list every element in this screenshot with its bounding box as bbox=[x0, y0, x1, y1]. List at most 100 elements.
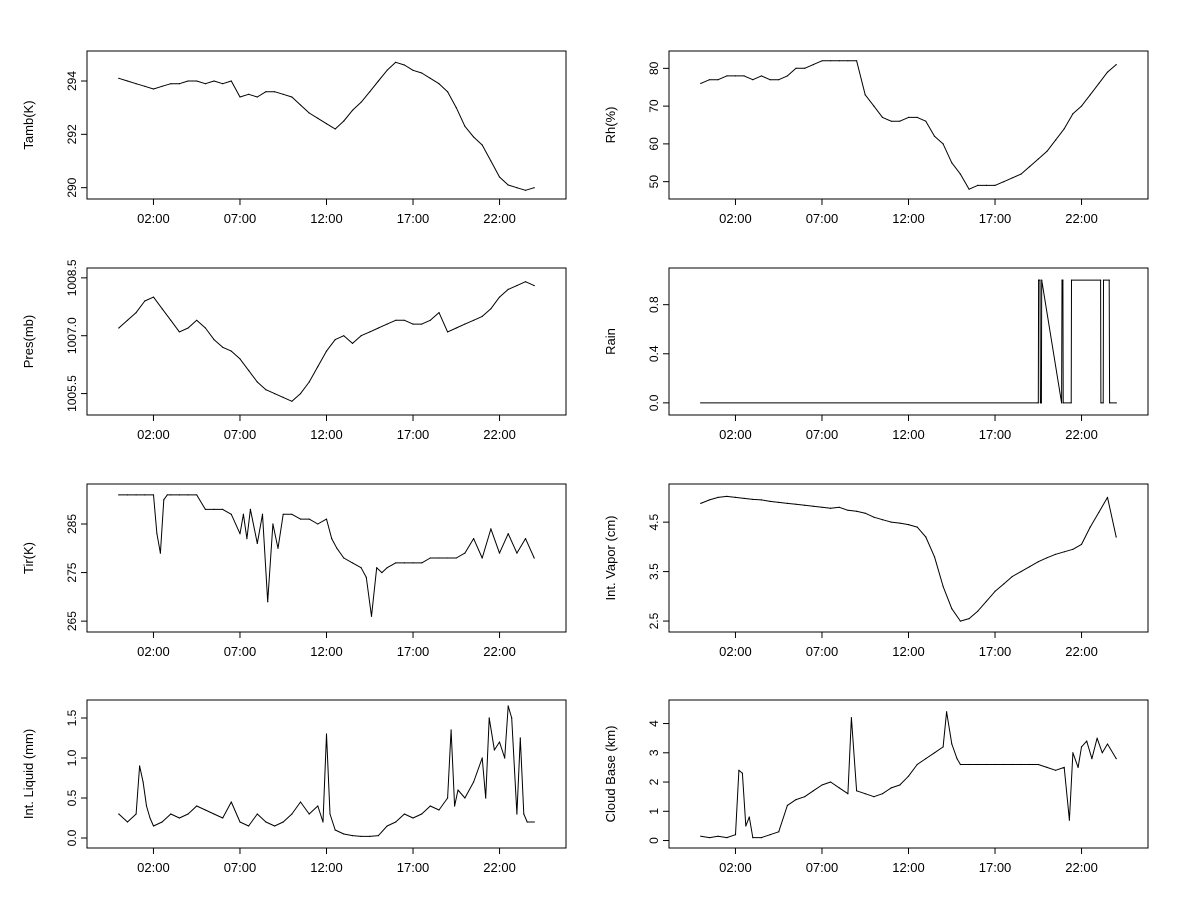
data-point bbox=[239, 358, 241, 360]
data-point bbox=[925, 758, 927, 760]
y-axis-label: Cloud Base (km) bbox=[603, 726, 618, 823]
data-point bbox=[118, 494, 120, 496]
data-point bbox=[334, 128, 336, 130]
data-point bbox=[351, 562, 354, 564]
data-point bbox=[847, 60, 849, 62]
data-point bbox=[700, 502, 702, 504]
data-point bbox=[526, 821, 528, 823]
y-tick-label: 285 bbox=[65, 514, 79, 534]
data-point bbox=[308, 381, 310, 383]
data-point bbox=[717, 496, 719, 498]
data-point bbox=[239, 96, 241, 98]
data-point bbox=[1020, 173, 1022, 175]
data-point bbox=[795, 799, 797, 801]
data-point bbox=[386, 323, 388, 325]
data-point bbox=[907, 775, 910, 777]
x-tick-label: 07:00 bbox=[224, 427, 257, 442]
data-point bbox=[504, 757, 506, 759]
x-tick-label: 12:00 bbox=[892, 211, 925, 226]
data-point bbox=[743, 497, 745, 499]
data-point bbox=[708, 499, 711, 501]
data-point bbox=[370, 615, 373, 617]
data-point bbox=[230, 80, 232, 82]
x-tick-label: 12:00 bbox=[892, 427, 925, 442]
data-point bbox=[734, 834, 737, 836]
data-point bbox=[204, 809, 206, 811]
data-point bbox=[760, 499, 763, 501]
data-point bbox=[1063, 128, 1065, 130]
plot-frame bbox=[86, 699, 567, 849]
data-point bbox=[299, 393, 302, 395]
x-tick-label: 07:00 bbox=[224, 211, 257, 226]
data-point bbox=[156, 533, 158, 535]
data-point bbox=[248, 93, 250, 95]
data-point bbox=[343, 833, 345, 835]
y-tick-label: 70 bbox=[647, 99, 661, 113]
x-tick-label: 02:00 bbox=[137, 427, 170, 442]
data-point bbox=[144, 494, 146, 496]
x-tick-label: 12:00 bbox=[310, 860, 343, 875]
data-point bbox=[395, 61, 397, 63]
data-point bbox=[230, 801, 232, 803]
x-tick-label: 17:00 bbox=[979, 860, 1012, 875]
data-point bbox=[752, 498, 754, 500]
data-point bbox=[256, 542, 258, 545]
data-point bbox=[351, 109, 354, 111]
data-point bbox=[429, 77, 431, 79]
x-tick-label: 02:00 bbox=[719, 644, 752, 659]
data-point bbox=[447, 797, 449, 799]
data-point bbox=[1041, 279, 1043, 281]
data-point bbox=[455, 327, 457, 329]
data-point bbox=[325, 350, 328, 352]
x-tick-label: 22:00 bbox=[1065, 644, 1098, 659]
y-tick-label: 50 bbox=[647, 175, 661, 189]
data-point bbox=[325, 518, 328, 520]
data-point bbox=[838, 506, 840, 508]
data-point bbox=[752, 79, 754, 81]
data-point bbox=[325, 123, 328, 125]
data-point bbox=[994, 184, 996, 186]
data-point bbox=[864, 512, 866, 514]
data-point bbox=[726, 495, 728, 497]
data-point bbox=[447, 91, 449, 93]
series-line bbox=[700, 60, 1117, 190]
data-point bbox=[942, 746, 944, 748]
data-point bbox=[769, 500, 771, 502]
data-point bbox=[516, 552, 518, 554]
data-point bbox=[1062, 279, 1064, 281]
data-point bbox=[265, 91, 267, 93]
data-point bbox=[933, 752, 936, 754]
data-point bbox=[336, 547, 338, 549]
data-point bbox=[395, 319, 397, 321]
data-point bbox=[450, 729, 452, 731]
data-point bbox=[734, 496, 737, 498]
data-point bbox=[299, 104, 302, 106]
data-point bbox=[821, 784, 823, 786]
data-point bbox=[144, 300, 146, 302]
data-point bbox=[395, 821, 397, 823]
data-point bbox=[985, 763, 988, 766]
plot-frame bbox=[668, 483, 1149, 633]
data-point bbox=[454, 805, 456, 807]
data-point bbox=[196, 80, 198, 82]
data-point bbox=[360, 835, 362, 838]
data-point bbox=[498, 552, 501, 554]
data-point bbox=[429, 557, 431, 559]
y-tick-label: 0.8 bbox=[647, 296, 661, 313]
panel-cloud-base: 0 1 2 3 4 02:00 07:00 12:00 17:00 22:00 Cloud Base… bbox=[603, 699, 1149, 875]
data-point bbox=[519, 737, 521, 739]
data-point bbox=[242, 513, 244, 515]
data-point bbox=[464, 552, 466, 554]
data-point bbox=[163, 499, 165, 501]
data-point bbox=[524, 538, 527, 540]
y-tick-label: 1008.5 bbox=[65, 259, 79, 296]
panel-int-liquid: 0.0 0.5 1.0 1.5 02:00 07:00 12:00 17:00 22:00 Int… bbox=[21, 699, 567, 875]
series-line bbox=[118, 281, 535, 402]
data-point bbox=[778, 501, 780, 503]
data-point bbox=[1055, 769, 1057, 771]
data-point bbox=[951, 743, 953, 745]
x-tick-label: 07:00 bbox=[806, 860, 839, 875]
data-point bbox=[925, 536, 927, 538]
data-point bbox=[149, 817, 151, 819]
data-point bbox=[213, 508, 215, 510]
